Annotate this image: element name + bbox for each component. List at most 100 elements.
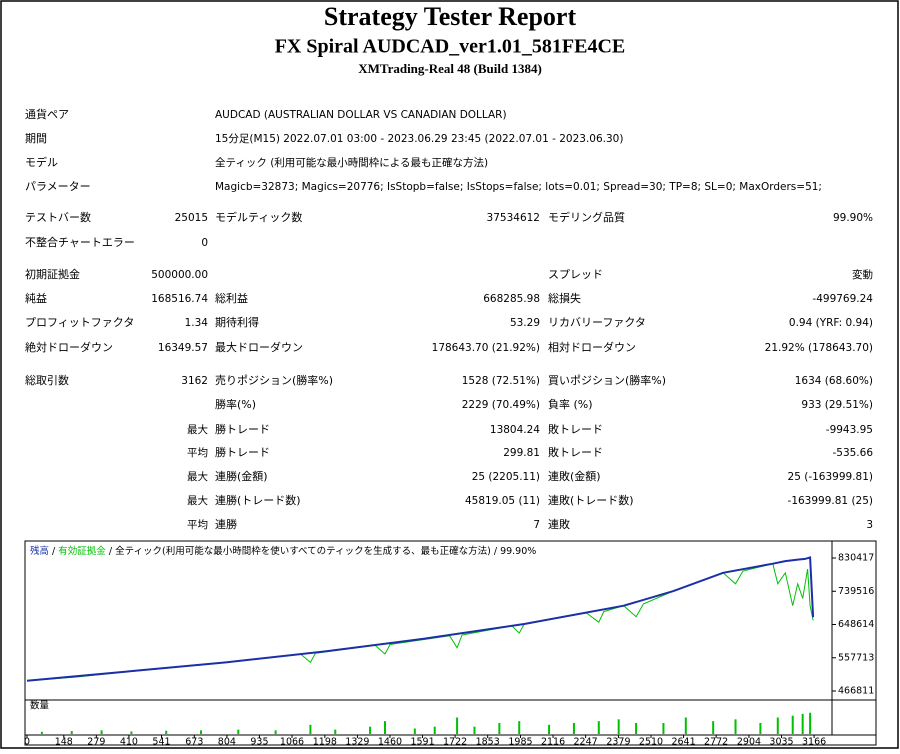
stat-value: 平均 bbox=[187, 446, 208, 459]
stat-label: 勝トレード bbox=[215, 422, 270, 436]
stat-value: -163999.81 (25) bbox=[788, 495, 873, 507]
info-label: 期間 bbox=[25, 132, 47, 145]
stat-value: 45819.05 (11) bbox=[465, 495, 540, 507]
volume-bar bbox=[498, 723, 501, 734]
volume-bar bbox=[274, 730, 277, 734]
volume-bar bbox=[734, 719, 737, 734]
stat-label: 純益 bbox=[25, 291, 47, 305]
volume-bar bbox=[635, 723, 638, 734]
stat-value: 平均 bbox=[187, 518, 208, 531]
volume-label: 数量 bbox=[30, 700, 50, 712]
volume-bar bbox=[369, 726, 372, 734]
stat-value: 最大 bbox=[187, 494, 208, 507]
stat-label: 総取引数 bbox=[25, 373, 69, 387]
stat-label: 期待利得 bbox=[215, 315, 259, 329]
volume-bar bbox=[662, 723, 665, 734]
x-tick-label: 410 bbox=[120, 737, 138, 748]
stat-label: 初期証拠金 bbox=[25, 268, 80, 281]
stat-label: テストバー数 bbox=[25, 211, 91, 224]
y-tick-label: 830417 bbox=[838, 553, 874, 564]
info-value: AUDCAD (AUSTRALIAN DOLLAR VS CANADIAN DO… bbox=[215, 109, 507, 121]
x-tick-label: 148 bbox=[55, 737, 73, 748]
stat-label: 連勝(トレード数) bbox=[215, 493, 301, 507]
stat-label: 相対ドローダウン bbox=[548, 340, 636, 354]
stat-label: 連敗(金額) bbox=[548, 469, 601, 483]
stat-value: -499769.24 bbox=[812, 293, 873, 305]
stat-value: 3 bbox=[866, 519, 873, 531]
x-tick-label: 2772 bbox=[704, 737, 728, 748]
volume-bar bbox=[801, 713, 804, 734]
volume-bar bbox=[791, 715, 794, 734]
volume-bar bbox=[684, 717, 687, 734]
volume-bar bbox=[40, 731, 43, 734]
legend-quality: 99.90% bbox=[500, 546, 536, 557]
stat-label: 絶対ドローダウン bbox=[25, 340, 113, 354]
stat-value: 0.94 (YRF: 0.94) bbox=[789, 317, 873, 329]
stat-label: モデルティック数 bbox=[215, 210, 302, 224]
stat-value: 1528 (72.51%) bbox=[462, 375, 540, 387]
volume-bar bbox=[548, 724, 551, 734]
volume-bar bbox=[130, 731, 133, 734]
x-tick-label: 1198 bbox=[313, 737, 337, 748]
volume-bar bbox=[383, 721, 386, 734]
report-title: Strategy Tester Report bbox=[324, 2, 577, 31]
stat-value: 99.90% bbox=[833, 212, 873, 224]
stat-value: 7 bbox=[533, 519, 540, 531]
x-tick-label: 3035 bbox=[769, 737, 793, 748]
volume-bar bbox=[712, 721, 715, 734]
stat-label: 総損失 bbox=[548, 291, 581, 305]
stat-value: 13804.24 bbox=[490, 424, 540, 436]
stat-value: 3162 bbox=[181, 375, 208, 387]
x-tick-label: 2641 bbox=[671, 737, 695, 748]
stat-label: スプレッド bbox=[548, 268, 603, 281]
x-tick-label: 279 bbox=[87, 737, 105, 748]
y-tick-label: 739516 bbox=[838, 586, 874, 597]
info-value: Magicb=32873; Magics=20776; IsStopb=fals… bbox=[215, 181, 822, 193]
volume-bar bbox=[473, 726, 476, 734]
stat-value: 500000.00 bbox=[151, 269, 208, 281]
legend-separator: / bbox=[52, 546, 56, 557]
stat-label: 勝率(%) bbox=[215, 397, 256, 411]
x-tick-label: 2904 bbox=[737, 737, 761, 748]
volume-bar bbox=[413, 728, 416, 734]
stat-label: 最大ドローダウン bbox=[215, 340, 303, 354]
x-tick-label: 1066 bbox=[280, 737, 304, 748]
stat-value: 0 bbox=[201, 237, 208, 249]
volume-bar bbox=[456, 717, 459, 734]
stats-table: 通貨ペア AUDCAD (AUSTRALIAN DOLLAR VS CANADIA… bbox=[25, 107, 873, 531]
stat-label: 売りポジション(勝率%) bbox=[215, 373, 333, 387]
volume-bar bbox=[597, 721, 600, 734]
x-tick-label: 1722 bbox=[443, 737, 467, 748]
volume-bar bbox=[572, 723, 575, 734]
volume-bar bbox=[518, 721, 521, 734]
x-tick-label: 2510 bbox=[639, 737, 663, 748]
stat-value: 1634 (68.60%) bbox=[795, 375, 873, 387]
stat-value: -9943.95 bbox=[826, 424, 873, 436]
stat-value: 変動 bbox=[852, 268, 873, 281]
volume-bar bbox=[309, 724, 312, 734]
volume-bar bbox=[759, 723, 762, 734]
y-tick-label: 557713 bbox=[838, 652, 874, 663]
stat-value: 16349.57 bbox=[158, 342, 208, 354]
x-tick-label: 1985 bbox=[508, 737, 532, 748]
stat-label: 不整合チャートエラー bbox=[25, 235, 135, 249]
info-value: 全ティック (利用可能な最小時間枠による最も正確な方法) bbox=[215, 156, 488, 169]
chart-legend: 残高 / 有効証拠金 / 全ティック(利用可能な最小時間枠を使いすべてのティック… bbox=[30, 545, 536, 557]
legend-model: 全ティック(利用可能な最小時間枠を使いすべてのティックを生成する、最も正確な方法… bbox=[115, 545, 491, 557]
info-label: モデル bbox=[25, 155, 58, 169]
x-tick-label: 804 bbox=[218, 737, 236, 748]
stat-value: 37534612 bbox=[487, 212, 540, 224]
volume-bar bbox=[70, 731, 73, 734]
y-tick-label: 466811 bbox=[838, 686, 874, 697]
volume-bar bbox=[200, 730, 203, 734]
stat-value: 1.34 bbox=[185, 317, 209, 329]
stat-value: 668285.98 bbox=[483, 293, 540, 305]
x-tick-label: 0 bbox=[24, 737, 30, 748]
x-tick-label: 541 bbox=[152, 737, 170, 748]
stat-value: 933 (29.51%) bbox=[801, 399, 873, 411]
volume-bar bbox=[237, 729, 240, 734]
stat-value: 25 (-163999.81) bbox=[788, 471, 873, 483]
volume-bar bbox=[433, 726, 436, 734]
x-tick-label: 1329 bbox=[345, 737, 369, 748]
